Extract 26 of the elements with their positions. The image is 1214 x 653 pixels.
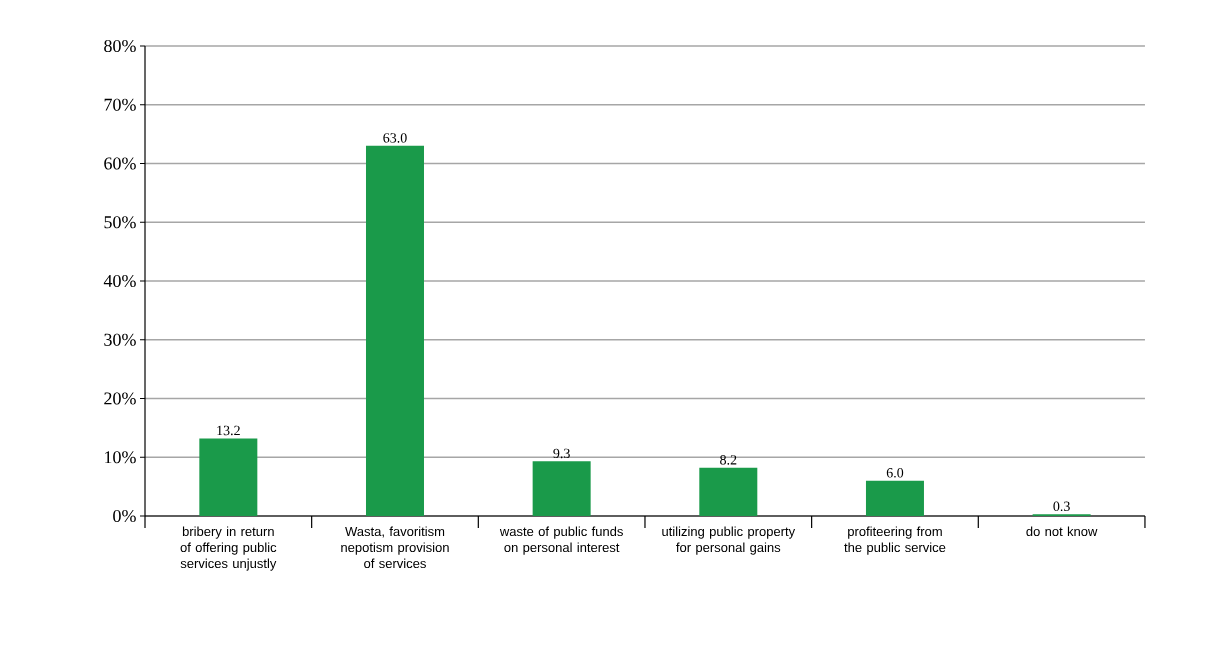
data-label: 8.2: [720, 455, 737, 465]
bar: [199, 438, 258, 516]
y-tick-label: 60%: [104, 157, 136, 170]
bar: [699, 467, 758, 516]
x-tick-label: utilizing public property for personal gains: [662, 526, 796, 555]
bar: [865, 480, 924, 516]
y-tick-label: 10%: [105, 451, 136, 464]
bar: [365, 145, 424, 516]
y-tick-label: 30%: [104, 333, 136, 346]
y-tick-label: 80%: [104, 39, 136, 53]
data-label: 6.0: [886, 468, 904, 478]
data-label: 9.3: [553, 448, 570, 459]
data-label: 63.0: [383, 133, 407, 143]
y-tick-label: 70%: [104, 98, 136, 111]
x-tick-label: bribery in return of offering public services unjustly: [180, 526, 277, 571]
bar: [532, 461, 591, 516]
y-tick-label: 20%: [104, 392, 136, 405]
y-tick-label: 50%: [104, 216, 136, 229]
data-label: 0.3: [1053, 501, 1070, 512]
x-tick-label: profiteering from the public service: [844, 526, 946, 555]
x-tick-label: waste of public funds on personal interest: [499, 526, 623, 555]
data-label: 13.2: [217, 425, 240, 436]
x-tick-label: Wasta, favoritism nepotism provision of services: [341, 526, 449, 569]
y-tick-label: 0%: [113, 509, 136, 523]
x-tick-label: do not know: [1026, 526, 1098, 537]
y-tick-label: 40%: [103, 274, 136, 288]
